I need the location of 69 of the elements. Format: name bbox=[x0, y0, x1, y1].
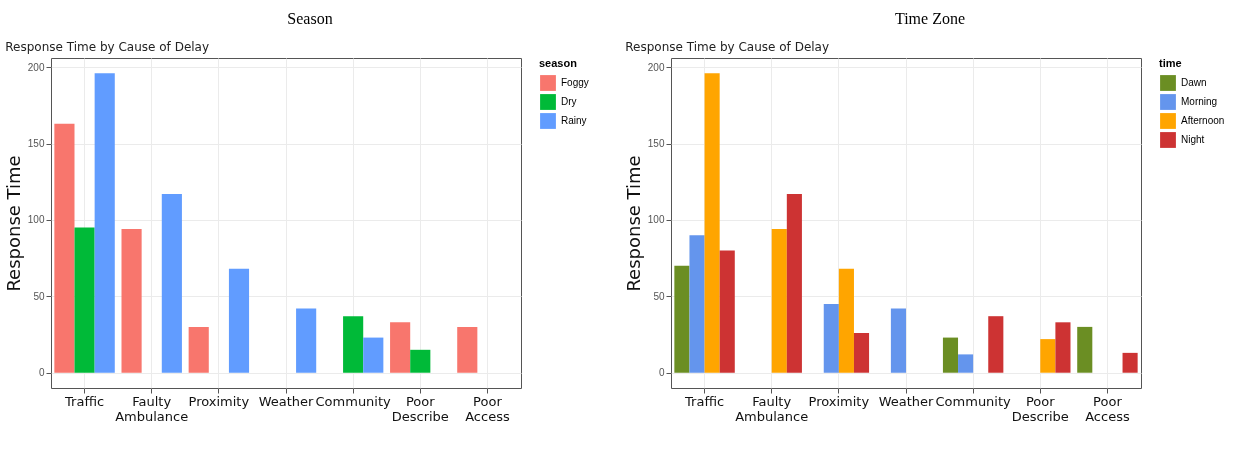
x-tick-label: Proximity bbox=[808, 393, 870, 409]
bar bbox=[719, 250, 735, 373]
bar bbox=[1077, 326, 1093, 373]
y-tick-label: 0 bbox=[38, 367, 45, 379]
bar bbox=[823, 303, 839, 373]
y-tick-label: 100 bbox=[27, 214, 45, 226]
bar bbox=[390, 322, 411, 373]
bar bbox=[988, 316, 1004, 373]
bar bbox=[296, 308, 317, 373]
legend-title: time bbox=[1159, 57, 1182, 69]
legend-label: Night bbox=[1181, 134, 1205, 145]
x-tick-label: Faulty Ambulance bbox=[735, 393, 809, 424]
x-tick-label: Proximity bbox=[188, 393, 250, 409]
bar bbox=[54, 123, 75, 373]
bar bbox=[786, 193, 802, 373]
legend-label: Foggy bbox=[561, 77, 589, 88]
x-tick-label: Poor Describe bbox=[391, 393, 449, 424]
bar bbox=[121, 229, 142, 373]
x-tick-label: Weather bbox=[258, 393, 315, 409]
x-tick-label: Poor Describe bbox=[1011, 393, 1069, 424]
bar bbox=[363, 337, 384, 373]
bar bbox=[94, 73, 115, 373]
x-tick-label: Community bbox=[315, 393, 392, 409]
bar bbox=[188, 326, 209, 373]
bar bbox=[1040, 339, 1056, 373]
y-tick-label: 150 bbox=[647, 138, 665, 150]
x-tick-label: Poor Access bbox=[465, 393, 510, 424]
bar bbox=[890, 308, 906, 373]
bar bbox=[838, 268, 854, 373]
x-tick-label: Poor Access bbox=[1085, 393, 1130, 424]
y-axis-title: Response Time bbox=[622, 155, 644, 292]
bar bbox=[228, 268, 250, 373]
y-tick-label: 0 bbox=[658, 367, 665, 379]
chart-title: Time Zone bbox=[893, 9, 967, 29]
bar bbox=[457, 326, 478, 373]
legend-label: Rainy bbox=[561, 115, 587, 126]
bar bbox=[704, 73, 720, 373]
x-tick-label: Traffic bbox=[684, 393, 725, 409]
bar bbox=[74, 227, 95, 373]
bar bbox=[958, 354, 974, 373]
y-tick-label: 50 bbox=[653, 290, 665, 302]
bar bbox=[771, 229, 787, 373]
bar bbox=[1122, 352, 1138, 373]
y-tick-label: 200 bbox=[27, 61, 45, 73]
chart-subtitle: Response Time by Cause of Delay bbox=[5, 40, 210, 54]
chart-title: Season bbox=[286, 9, 334, 29]
bar bbox=[343, 316, 364, 373]
y-axis-title: Response Time bbox=[2, 155, 24, 292]
legend-label: Morning bbox=[1181, 96, 1218, 107]
bar bbox=[674, 265, 690, 373]
bar bbox=[410, 349, 431, 373]
legend-label: Dawn bbox=[1181, 77, 1207, 88]
bar bbox=[942, 337, 959, 373]
bar bbox=[161, 193, 182, 373]
y-tick-label: 150 bbox=[27, 138, 45, 150]
y-tick-label: 50 bbox=[33, 290, 45, 302]
x-tick-label: Faulty Ambulance bbox=[115, 393, 189, 424]
x-tick-label: Community bbox=[935, 393, 1012, 409]
legend-title: season bbox=[539, 57, 578, 69]
x-tick-label: Traffic bbox=[64, 393, 105, 409]
x-tick-label: Weather bbox=[878, 393, 935, 409]
y-tick-label: 200 bbox=[647, 61, 665, 73]
legend-label: Afternoon bbox=[1181, 115, 1225, 126]
bar bbox=[689, 235, 705, 373]
bar bbox=[1055, 322, 1071, 373]
legend-label: Dry bbox=[561, 96, 577, 107]
y-tick-label: 100 bbox=[647, 214, 665, 226]
bar bbox=[853, 333, 870, 373]
chart-subtitle: Response Time by Cause of Delay bbox=[625, 40, 830, 54]
